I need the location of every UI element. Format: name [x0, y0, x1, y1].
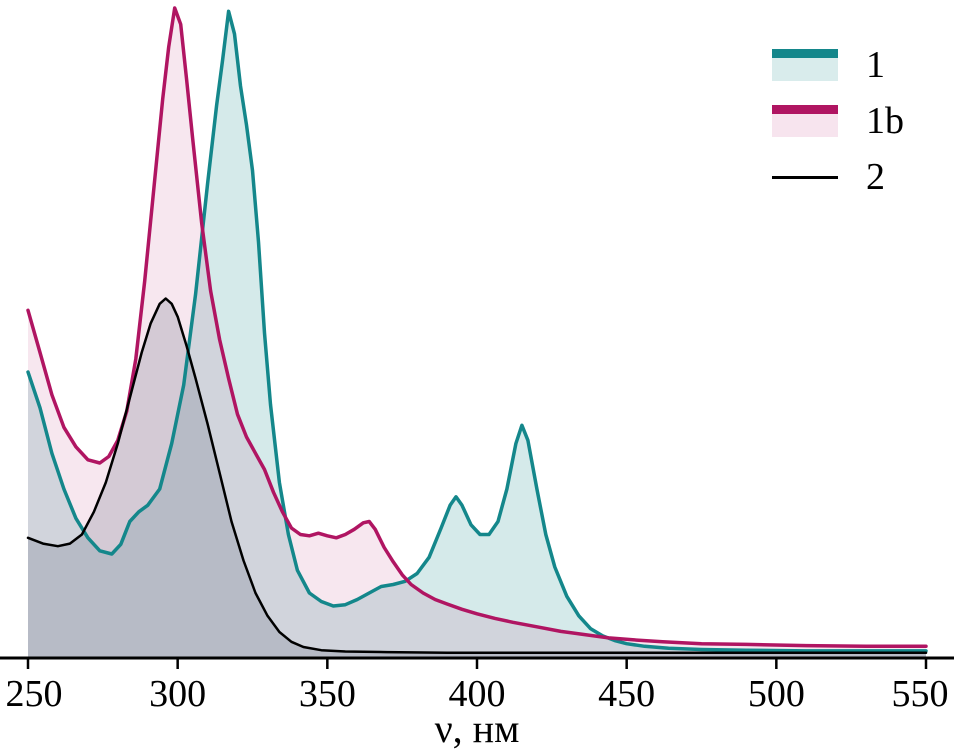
series-line-1b — [26, 6, 928, 649]
legend-swatch-bar-1 — [772, 49, 838, 58]
legend-label-2: 2 — [866, 156, 885, 198]
series-fill-2 — [28, 298, 926, 658]
legend-swatch-bar-1b — [772, 105, 838, 114]
legend-item-1: 1 — [772, 46, 908, 84]
legend-swatch-1 — [772, 49, 838, 81]
x-tick-label: 300 — [149, 673, 206, 715]
x-tick-label: 500 — [748, 673, 805, 715]
legend: 1 1b 2 — [772, 46, 908, 196]
x-tick-label: 550 — [892, 673, 949, 715]
x-axis-label: ν, нм — [434, 706, 520, 751]
x-tick-label: 250 — [6, 673, 63, 715]
legend-label-1b: 1b — [866, 100, 904, 142]
x-tick-label: 350 — [299, 673, 356, 715]
x-tick-label: 450 — [598, 673, 655, 715]
series-line-1 — [26, 9, 928, 653]
legend-swatch-2 — [772, 161, 838, 193]
legend-swatch-bar-2 — [772, 175, 838, 179]
x-tick-label: 400 — [449, 673, 506, 715]
legend-item-1b: 1b — [772, 102, 908, 140]
legend-label-1: 1 — [866, 44, 885, 86]
legend-swatch-1b — [772, 105, 838, 137]
series-line-2 — [26, 297, 928, 655]
series-fill-1b — [28, 8, 926, 658]
legend-item-2: 2 — [772, 158, 908, 196]
